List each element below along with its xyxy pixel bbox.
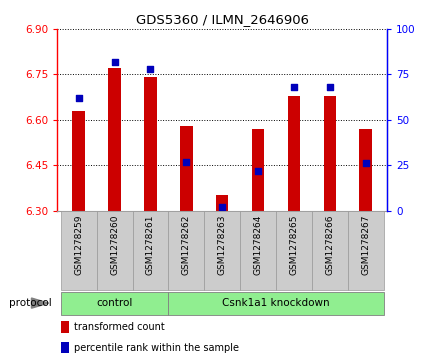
Text: GSM1278263: GSM1278263 [218,215,227,275]
Polygon shape [32,298,48,308]
Bar [144,77,157,211]
Bar [359,129,372,211]
Title: GDS5360 / ILMN_2646906: GDS5360 / ILMN_2646906 [136,13,309,26]
Bar [276,211,312,290]
Bar [61,292,169,314]
Bar [169,211,204,290]
Bar [108,68,121,211]
Bar [216,195,228,211]
Bar [97,211,132,290]
Text: GSM1278266: GSM1278266 [325,215,334,275]
Point [255,168,262,174]
Text: protocol: protocol [9,298,51,308]
Text: GSM1278265: GSM1278265 [290,215,298,275]
Text: GSM1278260: GSM1278260 [110,215,119,275]
Bar [61,322,69,333]
Text: GSM1278267: GSM1278267 [361,215,370,275]
Text: control: control [96,298,133,308]
Bar [240,211,276,290]
Bar [61,342,69,353]
Bar [180,126,193,211]
Bar [312,211,348,290]
Point [362,160,369,166]
Text: GSM1278264: GSM1278264 [253,215,263,275]
Bar [348,211,384,290]
Point [111,59,118,65]
Point [147,66,154,72]
Bar [323,95,336,211]
Point [326,84,334,90]
Point [219,204,226,210]
Text: transformed count: transformed count [74,322,165,332]
Bar [288,95,300,211]
Point [183,159,190,164]
Bar [252,129,264,211]
Point [75,95,82,101]
Bar [204,211,240,290]
Text: Csnk1a1 knockdown: Csnk1a1 knockdown [222,298,330,308]
Bar [61,211,97,290]
Bar [73,111,85,211]
Text: GSM1278259: GSM1278259 [74,215,83,275]
Text: GSM1278262: GSM1278262 [182,215,191,275]
Bar [169,292,384,314]
Bar [132,211,169,290]
Text: percentile rank within the sample: percentile rank within the sample [74,343,238,353]
Point [290,84,297,90]
Text: GSM1278261: GSM1278261 [146,215,155,275]
